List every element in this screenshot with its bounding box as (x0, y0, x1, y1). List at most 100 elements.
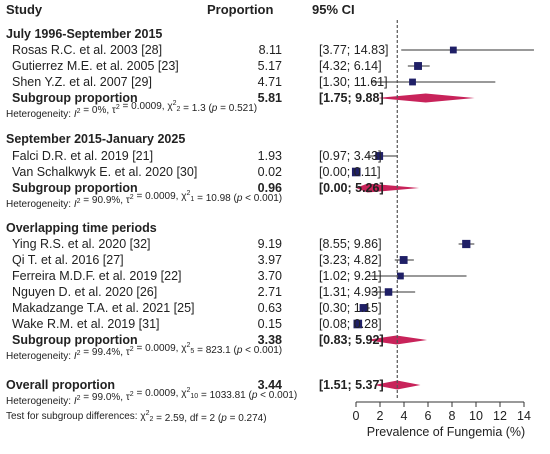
text-layer: July 1996-September 2015 Rosas R.C. et al… (6, 27, 389, 424)
proportion-column-header: Proportion (207, 2, 273, 17)
study-proportion: 3.97 (258, 253, 282, 267)
subgroup-test-text-part: = 2.59, df = 2 ( (153, 413, 221, 424)
study-ci: [1.30; 11.61] (319, 75, 388, 89)
subgroup-label: Subgroup proportion (12, 181, 138, 195)
heterogeneity-text: Heterogeneity: I2 = 99.4%, τ2 = 0.0009, … (6, 342, 282, 362)
study-point (397, 272, 404, 280)
heterogeneity-text-part: = 0.521) (217, 103, 257, 114)
study-label: Ying R.S. et al. 2020 [32] (12, 237, 151, 251)
heterogeneity-text-part: Heterogeneity: (6, 109, 74, 120)
overall-heterogeneity-text-part: 2 (77, 395, 81, 402)
x-tick-label: 2 (377, 409, 384, 423)
heterogeneity-text-part: p (211, 103, 218, 114)
study-label: Gutierrez M.E. et al. 2005 [23] (12, 59, 179, 73)
study-ci: [0.00; 0.11] (319, 165, 381, 179)
subgroup-diamond (365, 335, 428, 345)
plot-layer (351, 20, 534, 399)
study-label: Falci D.R. et al. 2019 [21] (12, 149, 153, 163)
heterogeneity-text-part: Heterogeneity: (6, 199, 74, 210)
study-point (462, 239, 471, 249)
heterogeneity-text-part: Heterogeneity: (6, 351, 74, 362)
heterogeneity-text-part: 2 (116, 104, 120, 111)
heterogeneity-text-part: = 823.1 ( (194, 345, 237, 356)
x-tick-label: 6 (425, 409, 432, 423)
subgroup-test-text-part: p (220, 413, 227, 424)
heterogeneity-text-part: 2 (130, 346, 134, 353)
study-proportion: 0.02 (258, 165, 282, 179)
study-column-header: Study (6, 2, 43, 17)
overall-heterogeneity-text-part: < 0.001) (257, 390, 297, 401)
subgroup-test-text: Test for subgroup differences: χ22 = 2.5… (6, 410, 267, 424)
heterogeneity-text-part: 2 (77, 198, 81, 205)
heterogeneity-text-part: p (236, 193, 243, 204)
subgroup-label: Subgroup proportion (12, 333, 138, 347)
study-ci: [3.23; 4.82] (319, 253, 382, 267)
x-tick-label: 0 (353, 409, 360, 423)
study-point (384, 288, 393, 296)
subgroup-test-text-part: Test for subgroup differences: χ (6, 411, 146, 422)
study-ci: [1.02; 9.21] (319, 269, 382, 283)
overall-heterogeneity-text-part: = 1033.81 ( (198, 390, 252, 401)
study-point (449, 46, 457, 54)
subgroup-label: Subgroup proportion (12, 91, 138, 105)
table-header: Study Proportion 95% CI (6, 2, 355, 17)
overall-heterogeneity-text-part: = 99.0%, τ (81, 392, 130, 403)
overall-heterogeneity-text-part: I (74, 396, 77, 407)
heterogeneity-text-part: = 1.3 ( (180, 103, 212, 114)
study-proportion: 2.71 (258, 285, 282, 299)
overall-heterogeneity-text: Heterogeneity: I2 = 99.0%, τ2 = 0.0009, … (6, 387, 297, 407)
study-point (409, 78, 416, 86)
study-ci: [1.31; 4.93] (319, 285, 382, 299)
study-label: Ferreira M.D.F. et al. 2019 [22] (12, 269, 182, 283)
subgroup-ci: [0.00; 5.26] (319, 181, 384, 195)
heterogeneity-text-part: 2 (77, 350, 81, 357)
ci-column-header: 95% CI (312, 2, 355, 17)
study-ci: [0.08; 0.28] (319, 317, 382, 331)
subgroup-ci: [1.75; 9.88] (319, 91, 384, 105)
heterogeneity-text-part: = 90.9%, τ (81, 195, 130, 206)
group-heading: September 2015-January 2025 (6, 132, 185, 146)
study-ci: [4.32; 6.14] (319, 59, 382, 73)
overall-heterogeneity-text-part: = 0.0009, χ (134, 388, 188, 399)
study-label: Nguyen D. et al. 2020 [26] (12, 285, 157, 299)
heterogeneity-text-part: I (74, 351, 77, 362)
study-proportion: 0.63 (258, 301, 282, 315)
subgroup-test-text-part: 2 (150, 416, 154, 423)
heterogeneity-text-part: 2 (186, 190, 190, 197)
heterogeneity-text-part: 2 (176, 106, 180, 113)
overall-proportion: 3.44 (258, 378, 282, 392)
heterogeneity-text: Heterogeneity: I2 = 0%, τ2 = 0.0009, χ22… (6, 100, 257, 120)
subgroup-test-text-part: = 0.274) (227, 413, 267, 424)
heterogeneity-text-part: I (74, 199, 77, 210)
subgroup-ci: [0.83; 5.92] (319, 333, 384, 347)
heterogeneity-text-part: I (74, 109, 77, 120)
overall-heterogeneity-text-part: 2 (130, 391, 134, 398)
study-proportion: 0.15 (258, 317, 282, 331)
heterogeneity-text-part: 2 (186, 342, 190, 349)
heterogeneity-text-part: 2 (130, 194, 134, 201)
heterogeneity-text-part: < 0.001) (242, 345, 282, 356)
heterogeneity-text-part: p (236, 345, 243, 356)
subgroup-proportion: 3.38 (258, 333, 282, 347)
study-ci: [3.77; 14.83] (319, 43, 389, 57)
study-ci: [0.30; 1.15] (319, 301, 382, 315)
study-proportion: 9.19 (258, 237, 282, 251)
heterogeneity-text-part: = 0.0009, χ (134, 191, 188, 202)
x-tick-label: 10 (469, 409, 483, 423)
study-label: Shen Y.Z. et al. 2007 [29] (12, 75, 152, 89)
x-tick-label: 4 (401, 409, 408, 423)
subgroup-proportion: 0.96 (258, 181, 282, 195)
study-ci: [8.55; 9.86] (319, 237, 382, 251)
heterogeneity-text-part: 2 (173, 100, 177, 107)
x-tick-label: 12 (493, 409, 507, 423)
subgroup-diamond (356, 183, 420, 193)
study-ci: [0.97; 3.43] (319, 149, 382, 163)
heterogeneity-text-part: 1 (190, 196, 194, 203)
study-proportion: 5.17 (258, 59, 282, 73)
study-point (414, 62, 422, 70)
subgroup-proportion: 5.81 (258, 91, 282, 105)
overall-heterogeneity-text-part: Heterogeneity: (6, 396, 74, 407)
heterogeneity-text: Heterogeneity: I2 = 90.9%, τ2 = 0.0009, … (6, 190, 282, 210)
study-point (351, 167, 361, 177)
